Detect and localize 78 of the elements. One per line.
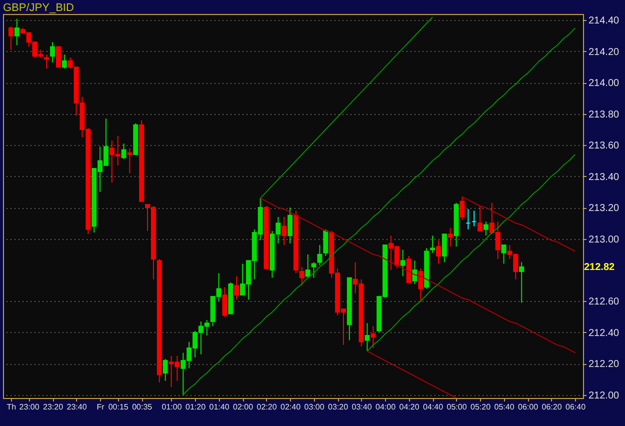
x-tick-label: 03:20: [328, 402, 349, 412]
y-tick-label: 213.40: [588, 172, 620, 183]
x-tick-label: 05:40: [494, 402, 515, 412]
candlestick: [460, 196, 465, 221]
candlestick: [44, 54, 50, 70]
candlestick: [406, 255, 412, 283]
candlestick: [418, 268, 424, 302]
y-tick-label: 212.00: [588, 390, 620, 402]
x-tick-label: 02:40: [280, 402, 302, 412]
candlestick: [222, 286, 228, 318]
x-tick-label: 05:00: [446, 402, 468, 412]
line-series: [366, 154, 576, 352]
x-tick-label: 00:15: [108, 402, 129, 412]
x-tick-label: 02:20: [256, 402, 278, 412]
y-tick-label: 212.20: [588, 359, 620, 370]
line-series: [366, 350, 457, 398]
y-tick-label: 213.00: [588, 234, 620, 246]
y-tick-label: 213.20: [588, 203, 620, 214]
candlestick: [323, 228, 328, 256]
line-series: [260, 16, 434, 199]
x-tick-label: 04:00: [376, 402, 396, 412]
candlestick: [121, 143, 126, 160]
line-series: [462, 196, 576, 252]
candlestick: [478, 206, 483, 232]
y-tick-label: 214.00: [588, 78, 620, 90]
candlestick: [311, 262, 316, 278]
candlestick: [483, 221, 488, 236]
candlestick: [412, 260, 418, 285]
x-tick-label: 01:20: [186, 402, 206, 412]
y-tick-label: 212.40: [588, 328, 620, 339]
candlestick: [8, 26, 14, 50]
x-tick-label: 06:40: [566, 402, 586, 412]
candlestick: [14, 18, 20, 46]
y-tick-label: 214.40: [588, 16, 620, 27]
y-tick-label: 212.60: [588, 296, 620, 308]
x-tick-label: 01:40: [209, 402, 230, 412]
x-tick-label: 23:20: [43, 402, 64, 412]
candlestick: [162, 358, 168, 382]
chart-title: GBP/JPY_BID: [3, 2, 74, 14]
x-tick-label: 00:35: [132, 402, 153, 412]
candlestick: [282, 216, 287, 246]
candlestick: [364, 322, 370, 352]
x-tick-label: 01:00: [162, 402, 182, 412]
x-tick-label: 03:00: [304, 402, 325, 412]
candlestick: [448, 227, 453, 248]
candlestick: [370, 326, 376, 349]
x-tick-label: 06:20: [542, 402, 562, 412]
candlestick: [305, 254, 310, 278]
y-tick-label: 213.80: [588, 109, 620, 120]
candlestick: [288, 207, 293, 244]
x-tick-label: 23:40: [66, 402, 88, 412]
x-tick-label: Fr: [96, 402, 105, 412]
x-tick-label: 04:40: [423, 402, 444, 412]
candlestick: [519, 262, 524, 304]
x-tick-label: 05:20: [470, 402, 492, 412]
y-tick-label: 213.60: [588, 140, 620, 152]
candlestick: [56, 46, 61, 68]
candlestick: [317, 244, 322, 266]
x-tick-label: 03:40: [352, 402, 372, 412]
x-tick-label: 06:00: [518, 402, 539, 412]
line-series: [260, 198, 576, 354]
candlestick: [299, 266, 304, 286]
candlestick: [234, 276, 240, 300]
candlestick: [62, 54, 67, 70]
x-tick-label: Th: [6, 402, 16, 412]
x-tick-label: 04:20: [399, 402, 420, 412]
y-tick-label: 214.20: [588, 46, 620, 58]
text: 212.82: [584, 262, 616, 273]
candlestick: [501, 244, 506, 264]
line-series: [182, 28, 576, 396]
x-tick-label: 02:00: [233, 402, 254, 412]
x-tick-label: 23:00: [19, 402, 40, 412]
candlestick: [400, 249, 406, 277]
candlestick: [442, 234, 447, 263]
candlestick: [430, 235, 436, 254]
candlestick: [436, 240, 441, 264]
candlestick: [50, 42, 56, 63]
candlestick: [127, 148, 132, 174]
